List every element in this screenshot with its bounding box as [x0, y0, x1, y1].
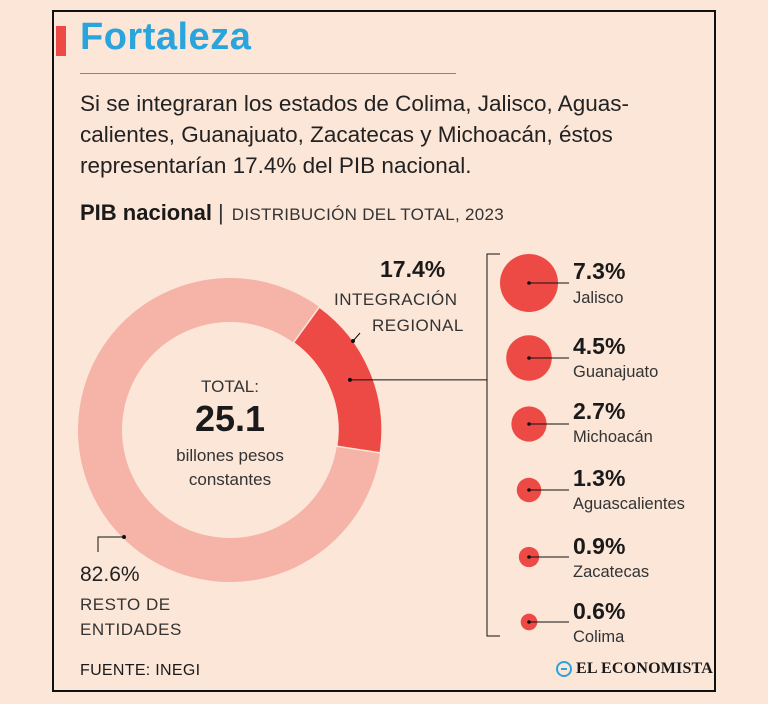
footer-source: FUENTE: INEGI: [80, 662, 201, 679]
leader-dot-resto: [122, 535, 126, 539]
brand-mark-icon: [556, 661, 572, 677]
title-accent-bar: [56, 26, 66, 56]
bubble-value-aguascalientes: 1.3%: [573, 465, 626, 491]
slice-label-resto-line2: ENTIDADES: [80, 620, 182, 639]
bubble-label-michoacan: Michoacán: [573, 428, 653, 446]
bubble-dot-aguascalientes: [527, 488, 531, 492]
bubble-label-jalisco: Jalisco: [573, 289, 624, 307]
bubble-value-colima: 0.6%: [573, 598, 626, 624]
chart-subtitle: DISTRIBUCIÓN DEL TOTAL, 2023: [231, 205, 505, 224]
bubble-label-zacatecas: Zacatecas: [573, 563, 650, 581]
donut-center-value: 25.1: [194, 398, 266, 439]
bubble-value-jalisco: 7.3%: [573, 258, 626, 284]
bubble-value-michoacan: 2.7%: [573, 398, 626, 424]
bubble-label-colima: Colima: [573, 628, 625, 646]
donut-center-unit-1: billones pesos: [176, 446, 284, 465]
bubble-label-guanajuato: Guanajuato: [573, 363, 659, 381]
slice-label-resto-line1: RESTO DE: [80, 595, 171, 614]
page-title: Fortaleza: [80, 16, 252, 58]
title-rule: [80, 73, 456, 74]
chart-heading: PIB nacional | DISTRIBUCIÓN DEL TOTAL, 202…: [80, 200, 504, 226]
bubble-dot-guanajuato: [527, 356, 531, 360]
bubble-value-guanajuato: 4.5%: [573, 333, 626, 359]
leader-dot-integracion: [351, 339, 355, 343]
bubble-label-aguascalientes: Aguascalientes: [573, 495, 685, 513]
brand-name: EL ECONOMISTA: [576, 660, 713, 677]
bubble-value-zacatecas: 0.9%: [573, 533, 626, 559]
slice-label-integracion-line2: REGIONAL: [372, 316, 464, 335]
bubble-dot-zacatecas: [527, 555, 531, 559]
slice-label-resto-pct: 82.6%: [80, 563, 140, 586]
donut-slice-integracion: [292, 305, 383, 454]
slice-label-integracion-pct: 17.4%: [380, 256, 446, 282]
leader-resto: [97, 536, 124, 552]
bubble-dot-jalisco: [527, 281, 531, 285]
bubble-dot-colima: [527, 620, 531, 624]
donut-center-unit-2: constantes: [188, 470, 272, 489]
bubble-dot-michoacan: [527, 422, 531, 426]
slice-label-integracion-line1: INTEGRACIÓN: [334, 290, 458, 309]
lede-line-2: calientes, Guanajuato, Zacatecas y Micho…: [80, 122, 613, 147]
chart-title: PIB nacional: [80, 200, 213, 225]
brand-logo: EL ECONOMISTA: [556, 660, 713, 678]
donut-center-label: TOTAL:: [201, 377, 259, 396]
lede-line-1: Si se integraran los estados de Colima, …: [80, 91, 630, 116]
bracket: [486, 253, 500, 637]
lede-line-3: representarían 17.4% del PIB nacional.: [80, 153, 472, 178]
heading-separator: |: [218, 200, 224, 225]
frame-border: [52, 10, 716, 692]
lede-paragraph: Si se integraran los estados de Colima, …: [80, 88, 680, 181]
